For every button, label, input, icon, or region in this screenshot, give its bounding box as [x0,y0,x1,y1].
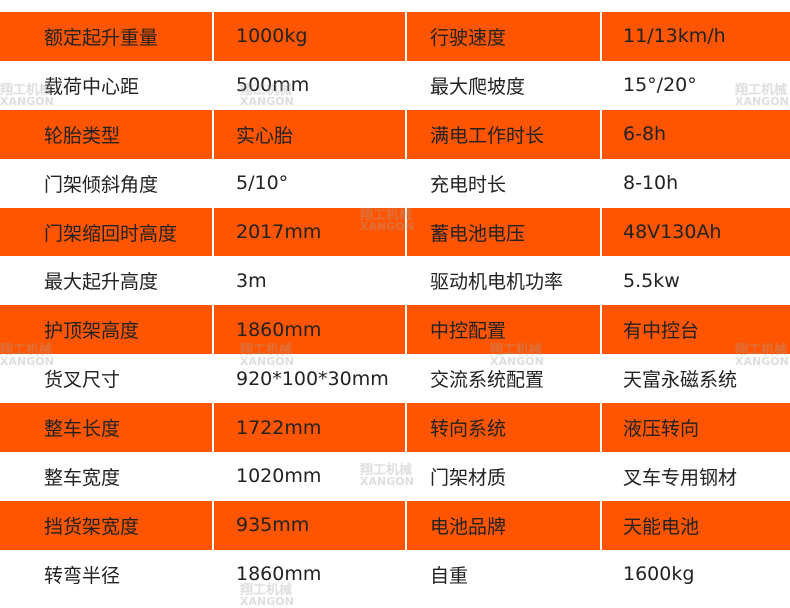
param-value: 48V130Ah [600,207,790,257]
param-label: 中控配置 [405,305,600,355]
table-row: 货叉尺寸 920*100*30mm 交流系统配置 天富永磁系统 [0,354,790,403]
param-label: 轮胎类型 [0,109,212,159]
param-label: 转弯半径 [44,564,121,587]
table-row: 额定起升重量 1000kg 行驶速度 11/13km/h [0,12,790,61]
table-row: 护顶架高度 1860mm 中控配置 有中控台 [0,305,790,355]
param-value: 935mm [212,500,405,550]
param-label: 整车宽度 [44,466,121,489]
param-label: 满电工作时长 [405,109,600,159]
param-label: 转向系统 [405,403,600,453]
param-value: 1722mm [212,403,405,453]
param-value: 实心胎 [212,109,405,159]
table-row: 门架缩回时高度 2017mm 蓄电池电压 48V130Ah [0,207,790,257]
param-label: 门架倾斜角度 [44,173,159,196]
param-value: 15°/20° [623,74,697,97]
param-label: 整车长度 [0,403,212,453]
param-value: 2017mm [212,207,405,257]
table-row: 轮胎类型 实心胎 满电工作时长 6-8h [0,109,790,159]
param-label: 门架缩回时高度 [0,207,212,257]
table-row: 门架倾斜角度 5/10° 充电时长 8-10h [0,159,790,208]
spec-table: 额定起升重量 1000kg 行驶速度 11/13km/h 载荷中心距 500mm 最大爬坡度… [0,12,790,599]
param-value: 6-8h [600,109,790,159]
param-value: 1020mm [236,465,322,488]
table-row: 整车长度 1722mm 转向系统 液压转向 [0,403,790,453]
param-value: 1000kg [212,12,405,61]
param-value: 500mm [236,74,310,97]
param-value: 1600kg [623,563,695,586]
param-value: 天能电池 [600,500,790,550]
param-value: 8-10h [623,172,679,195]
param-label: 驱动机电机功率 [430,271,564,294]
param-label: 额定起升重量 [0,12,212,61]
param-value: 3m [236,269,267,292]
param-value: 天富永磁系统 [623,369,738,392]
param-value: 叉车专用钢材 [623,466,738,489]
table-row: 挡货架宽度 935mm 电池品牌 天能电池 [0,500,790,550]
param-value: 5/10° [236,172,289,195]
param-value: 5.5kw [623,269,680,292]
param-label: 行驶速度 [405,12,600,61]
param-label: 护顶架高度 [0,305,212,355]
param-value: 有中控台 [600,305,790,355]
param-label: 挡货架宽度 [0,500,212,550]
param-value: 液压转向 [600,403,790,453]
param-label: 载荷中心距 [44,75,140,98]
table-row: 转弯半径 1860mm 自重 1600kg [0,550,790,599]
param-label: 货叉尺寸 [44,369,121,392]
param-value: 1860mm [212,305,405,355]
param-value: 920*100*30mm [236,367,389,390]
table-row: 载荷中心距 500mm 最大爬坡度 15°/20° [0,61,790,110]
param-label: 最大爬坡度 [430,75,526,98]
param-label: 最大起升高度 [44,271,159,294]
param-label: 自重 [430,564,469,587]
table-row: 最大起升高度 3m 驱动机电机功率 5.5kw [0,256,790,305]
param-label: 电池品牌 [405,500,600,550]
param-value: 1860mm [236,563,322,586]
param-value: 11/13km/h [600,12,790,61]
param-label: 充电时长 [430,173,507,196]
param-label: 交流系统配置 [430,369,545,392]
param-label: 门架材质 [430,466,507,489]
param-label: 蓄电池电压 [405,207,600,257]
table-row: 整车宽度 1020mm 门架材质 叉车专用钢材 [0,452,790,501]
